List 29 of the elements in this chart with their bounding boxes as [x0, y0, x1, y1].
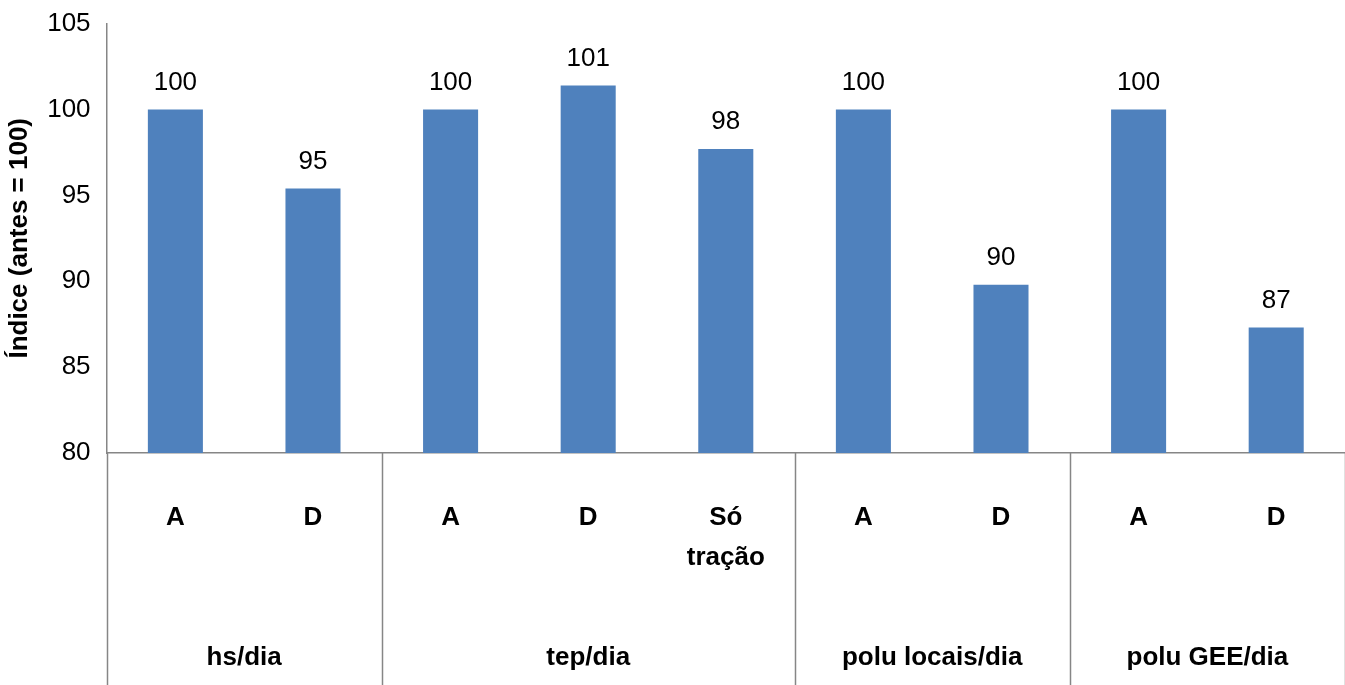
x-tick-label: A	[441, 501, 461, 532]
data-label: 100	[1116, 65, 1161, 96]
x-tick-label: A	[854, 501, 873, 532]
text: polu locais/dia	[841, 641, 1024, 672]
y-tick-label: 80	[61, 436, 91, 467]
y-axis-title: Índice (antes = 100)	[2, 118, 33, 359]
data-label: 101	[566, 41, 610, 72]
x-tick-label: A	[165, 501, 185, 532]
data-label: 100	[428, 65, 473, 96]
y-tick-label: 100	[47, 92, 91, 123]
text: tep/dia	[546, 641, 631, 672]
y-tick-label: 85	[61, 350, 91, 381]
data-label: 98	[711, 105, 741, 136]
text: polu GEE/dia	[1126, 641, 1289, 672]
data-label: 87	[1261, 283, 1291, 314]
y-tick-label: 90	[61, 264, 91, 295]
text: hs/dia	[206, 641, 283, 672]
y-tick-label: 105	[47, 6, 91, 37]
data-label: 95	[298, 144, 328, 175]
x-tick-label: D	[578, 501, 598, 532]
data-label: 100	[153, 65, 198, 96]
x-tick-label: D	[303, 501, 323, 532]
x-tick-label: A	[1129, 501, 1149, 532]
x-tick-label: D	[991, 501, 1011, 532]
data-label: 100	[841, 65, 886, 96]
x-tick-label: Só tração	[686, 501, 765, 572]
x-tick-label: D	[1266, 501, 1286, 532]
data-label: 90	[986, 240, 1016, 271]
y-tick-label: 95	[61, 178, 91, 209]
